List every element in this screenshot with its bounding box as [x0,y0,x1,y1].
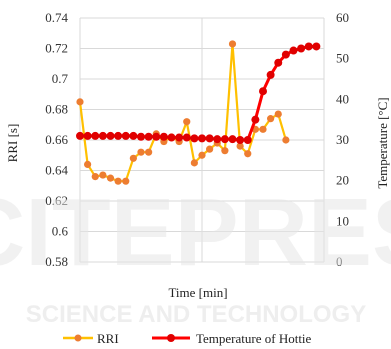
temperature-point [190,134,199,143]
rri-point [91,173,99,181]
temperature-point [259,87,267,96]
rri-point [206,145,214,153]
series-layer [76,40,321,185]
y-left-tick-label: 0.74 [45,10,68,25]
left-axis-ticks: 0.58 0.6 0.62 0.64 0.66 0.68 0.7 0.72 0.74 [45,10,68,269]
rri-point [76,98,84,106]
temperature-point [251,115,260,124]
y-right-tick-label: 50 [336,51,349,66]
temperature-point [236,136,245,144]
rri-point [129,154,137,162]
temperature-point [213,135,222,144]
legend-temp-label: Temperature of Hottie [196,331,312,346]
temperature-point [243,136,252,144]
rri-point [145,148,153,156]
rri-point [282,136,290,144]
y-axis-title-right: Temperature [°C] [375,97,390,188]
rri-point [84,160,92,168]
y-left-tick-label: 0.62 [45,193,68,208]
temperature-point [129,131,138,140]
temperature-point [266,70,275,79]
y-right-tick-label: 30 [336,132,349,147]
temperature-point [98,131,107,140]
temperature-point [205,134,214,143]
right-axis-ticks: 0 10 20 30 40 50 60 [336,10,349,269]
temperature-point [121,131,130,140]
y-right-tick-label: 0 [336,254,343,269]
rri-point [106,174,115,182]
rri-point [183,118,191,126]
legend: RRI Temperature of Hottie [63,331,312,346]
temperature-point [312,42,321,51]
temperature-point [182,133,191,142]
rri-point [122,177,130,185]
legend-rri-label: RRI [97,331,119,346]
rri-point [198,151,206,159]
temperature-point [144,132,153,141]
temperature-point [198,134,206,143]
temperature-point [106,131,115,140]
y-left-tick-label: 0.7 [52,71,69,86]
rri-point [267,115,275,123]
rri-point [221,147,229,155]
rri-point [236,142,244,150]
x-axis-title: Time [min] [168,285,227,300]
rri-point [190,159,198,167]
temperature-point [137,132,145,141]
temperature-point [297,44,306,53]
temperature-point [304,42,313,51]
y-left-tick-label: 0.6 [52,224,69,239]
legend-rri-marker [74,334,82,342]
rri-point [228,40,237,48]
legend-temp-marker [167,334,175,342]
temperature-point [289,46,298,55]
y-left-tick-label: 0.66 [45,132,68,147]
y-right-tick-label: 40 [336,91,349,106]
temperature-point [281,50,290,59]
y-left-tick-label: 0.64 [45,163,68,178]
temperature-point [175,133,184,142]
rri-point [274,110,282,118]
temperature-point [167,133,176,142]
y-axis-title-left: RRI [s] [5,124,20,163]
temperature-point [114,131,123,140]
rri-point [259,125,267,133]
y-right-tick-label: 60 [336,10,349,25]
y-left-tick-label: 0.68 [45,102,68,117]
y-left-tick-label: 0.58 [45,254,68,269]
temperature-point [91,131,100,140]
rri-point [99,171,107,179]
rri-point [137,148,145,156]
temperature-point [76,131,84,140]
y-left-tick-label: 0.72 [45,41,68,56]
temperature-point [159,132,168,141]
temperature-point [228,135,237,144]
temperature-point [274,58,283,67]
series-line-rri [78,42,287,183]
y-right-tick-label: 10 [336,213,349,228]
rri-point [244,150,252,158]
y-right-tick-label: 20 [336,173,349,188]
temperature-point [220,135,229,144]
rri-point [114,177,122,185]
temperature-point [83,131,92,140]
temperature-point [152,132,161,141]
